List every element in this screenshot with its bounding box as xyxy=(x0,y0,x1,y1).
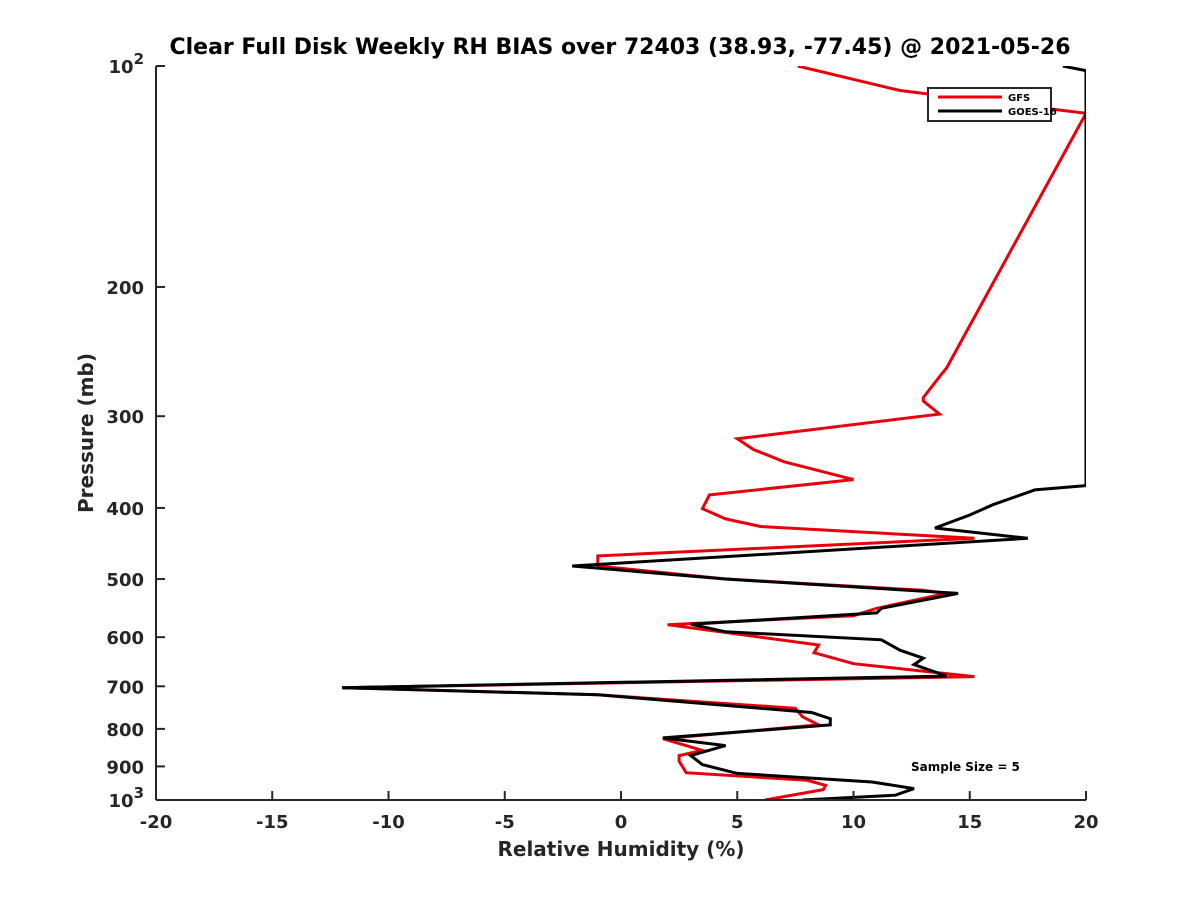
x-tick-label: -10 xyxy=(372,812,405,833)
y-ticks: 102 200 300 400 500 600 700 800 900 103 xyxy=(106,50,165,812)
x-axis-label: Relative Humidity (%) xyxy=(497,837,744,861)
y-tick-label: 300 xyxy=(106,407,144,428)
y-tick-label: 102 xyxy=(109,50,145,78)
x-tick-label: 5 xyxy=(731,812,744,833)
x-tick-label: 10 xyxy=(841,812,866,833)
y-tick-label: 600 xyxy=(106,628,144,649)
series-layer xyxy=(341,66,1086,800)
y-tick-label: 200 xyxy=(106,278,144,299)
x-tick-label: 15 xyxy=(957,812,982,833)
y-tick-label: 103 xyxy=(109,784,145,812)
series-line-goes16 xyxy=(341,66,1086,800)
legend-box xyxy=(927,87,1052,122)
x-tick-label: -15 xyxy=(256,812,289,833)
y-axis-label: Pressure (mb) xyxy=(74,353,98,513)
x-tick-label: 20 xyxy=(1073,812,1098,833)
legend: GFS GOES-16 xyxy=(927,87,1057,122)
y-tick-label: 900 xyxy=(106,757,144,778)
y-tick-label: 800 xyxy=(106,720,144,741)
legend-label-gfs: GFS xyxy=(1008,93,1030,104)
x-tick-label: 0 xyxy=(615,812,628,833)
y-tick-label: 400 xyxy=(106,499,144,520)
x-ticks: -20 -15 -10 -5 0 5 10 15 20 xyxy=(140,791,1099,833)
sample-size-annotation: Sample Size = 5 xyxy=(911,760,1020,774)
x-tick-label: -20 xyxy=(140,812,173,833)
legend-label-goes16: GOES-16 xyxy=(1008,107,1057,118)
x-tick-label: -5 xyxy=(495,812,515,833)
y-tick-label: 700 xyxy=(106,677,144,698)
chart-title: Clear Full Disk Weekly RH BIAS over 7240… xyxy=(169,35,1070,60)
y-tick-label: 500 xyxy=(106,570,144,591)
